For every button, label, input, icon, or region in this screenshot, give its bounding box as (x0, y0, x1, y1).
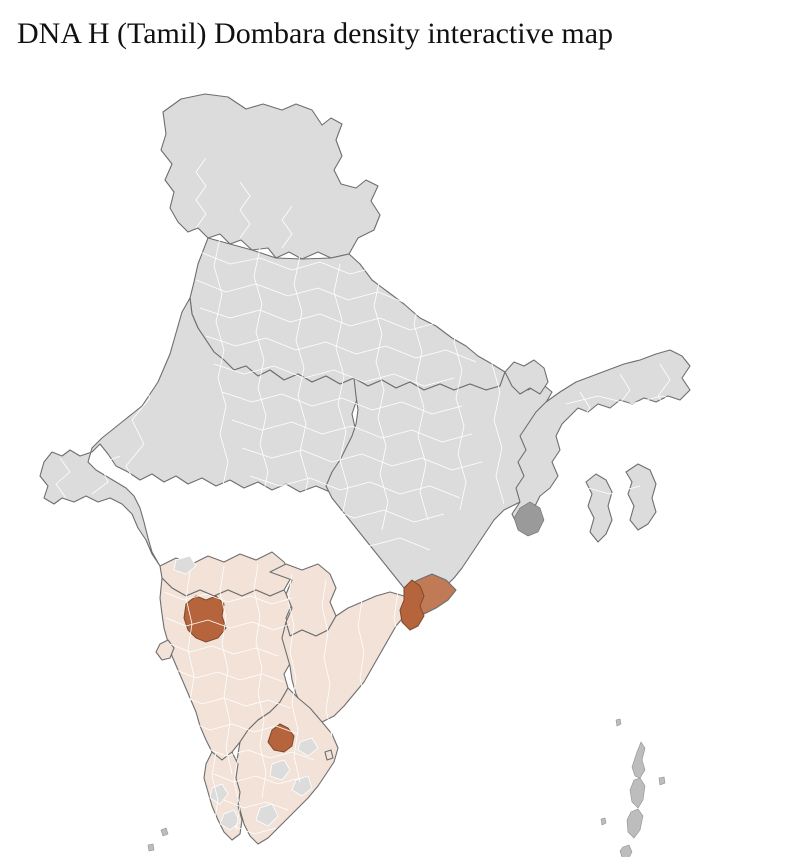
district-borders-south (163, 563, 401, 835)
district-no-data-kl-1[interactable] (209, 783, 229, 805)
island-lakshadweep-2[interactable] (147, 843, 155, 852)
india-choropleth-map[interactable]: .state{ stroke:#6e6e6e; stroke-width:1.1… (0, 52, 788, 857)
island-andaman-middle[interactable] (629, 777, 646, 809)
state-andhra-pradesh[interactable] (281, 591, 417, 723)
island-narcondam[interactable] (615, 718, 622, 727)
island-andaman-south[interactable] (626, 808, 644, 839)
state-manipur-nagaland[interactable] (625, 463, 657, 531)
map-no-data-states (39, 93, 691, 605)
island-small-west[interactable] (600, 817, 607, 826)
district-no-data-ap-1[interactable] (297, 737, 319, 757)
state-jammu-kashmir[interactable] (160, 93, 381, 260)
state-tripura-mizoram[interactable] (585, 473, 613, 543)
islands-group (147, 718, 666, 857)
district-sundarbans[interactable] (513, 501, 545, 537)
island-lakshadweep-1[interactable] (160, 827, 169, 837)
state-goa[interactable] (155, 639, 175, 661)
district-salem[interactable] (267, 723, 295, 753)
district-visakhapatnam[interactable] (399, 579, 425, 631)
state-central-east-block[interactable] (325, 371, 553, 605)
district-belgaum[interactable] (183, 595, 227, 643)
district-no-data-ka-1[interactable] (173, 555, 197, 575)
state-bengal-corridor[interactable] (504, 359, 549, 395)
map-title: DNA H (Tamil) Dombara density interactiv… (17, 17, 614, 50)
island-little-andaman[interactable] (619, 844, 633, 857)
map-highlighted-districts (183, 579, 425, 753)
map-shaded-states (155, 551, 417, 845)
island-barren[interactable] (658, 776, 666, 786)
district-borders-north (55, 157, 689, 551)
district-no-data-tn-2[interactable] (291, 775, 313, 797)
district-no-data-tn-3[interactable] (255, 803, 279, 827)
district-no-data-tn-1[interactable] (269, 759, 291, 781)
state-northeast-block[interactable] (511, 349, 691, 527)
state-north-plains[interactable] (189, 237, 506, 391)
district-puducherry[interactable] (324, 749, 334, 761)
island-andaman-north[interactable] (631, 741, 646, 779)
